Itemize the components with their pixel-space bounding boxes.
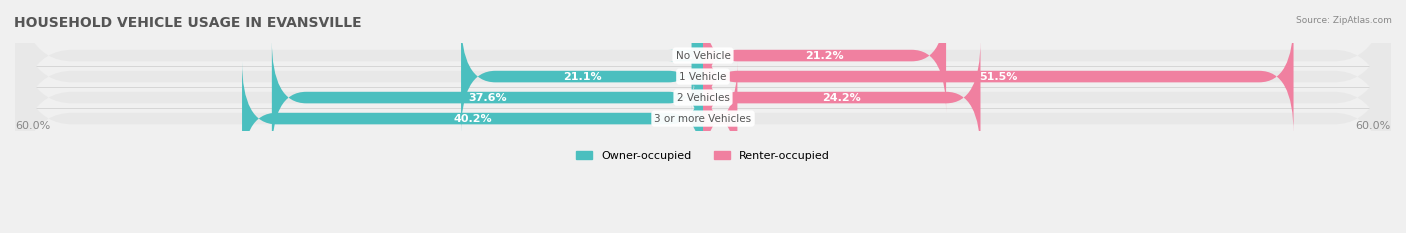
FancyBboxPatch shape xyxy=(271,40,703,155)
Text: 2 Vehicles: 2 Vehicles xyxy=(676,93,730,103)
Text: No Vehicle: No Vehicle xyxy=(675,51,731,61)
FancyBboxPatch shape xyxy=(703,61,737,176)
FancyBboxPatch shape xyxy=(669,0,725,113)
Text: 3.0%: 3.0% xyxy=(704,113,735,123)
FancyBboxPatch shape xyxy=(15,0,1391,155)
FancyBboxPatch shape xyxy=(15,0,1391,176)
Text: 51.5%: 51.5% xyxy=(979,72,1018,82)
Text: 21.1%: 21.1% xyxy=(562,72,602,82)
FancyBboxPatch shape xyxy=(15,19,1391,218)
FancyBboxPatch shape xyxy=(15,0,1391,197)
Text: 1.0%: 1.0% xyxy=(682,51,713,61)
FancyBboxPatch shape xyxy=(461,19,703,134)
Text: 21.2%: 21.2% xyxy=(806,51,844,61)
Text: HOUSEHOLD VEHICLE USAGE IN EVANSVILLE: HOUSEHOLD VEHICLE USAGE IN EVANSVILLE xyxy=(14,16,361,30)
Text: 37.6%: 37.6% xyxy=(468,93,506,103)
Text: Source: ZipAtlas.com: Source: ZipAtlas.com xyxy=(1296,16,1392,25)
Text: 60.0%: 60.0% xyxy=(15,121,51,131)
FancyBboxPatch shape xyxy=(242,61,703,176)
Text: 3 or more Vehicles: 3 or more Vehicles xyxy=(654,113,752,123)
Legend: Owner-occupied, Renter-occupied: Owner-occupied, Renter-occupied xyxy=(571,146,835,165)
Text: 24.2%: 24.2% xyxy=(823,93,860,103)
FancyBboxPatch shape xyxy=(703,40,980,155)
Text: 40.2%: 40.2% xyxy=(453,113,492,123)
FancyBboxPatch shape xyxy=(703,0,946,113)
FancyBboxPatch shape xyxy=(703,19,1294,134)
Text: 60.0%: 60.0% xyxy=(1355,121,1391,131)
Text: 1 Vehicle: 1 Vehicle xyxy=(679,72,727,82)
